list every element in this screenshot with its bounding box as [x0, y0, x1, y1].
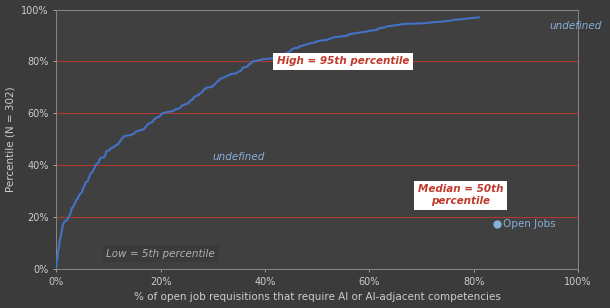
- Text: undefined: undefined: [550, 22, 601, 31]
- Text: Low = 5th percentile: Low = 5th percentile: [106, 249, 215, 259]
- X-axis label: % of open job requisitions that require AI or AI-adjacent competencies: % of open job requisitions that require …: [134, 292, 501, 302]
- Text: Median = 50th
percentile: Median = 50th percentile: [418, 184, 503, 206]
- Y-axis label: Percentile (N = 302): Percentile (N = 302): [5, 87, 16, 192]
- Text: undefined: undefined: [213, 152, 265, 162]
- Text: Open Jobs: Open Jobs: [503, 219, 556, 229]
- Text: High = 95th percentile: High = 95th percentile: [277, 56, 409, 67]
